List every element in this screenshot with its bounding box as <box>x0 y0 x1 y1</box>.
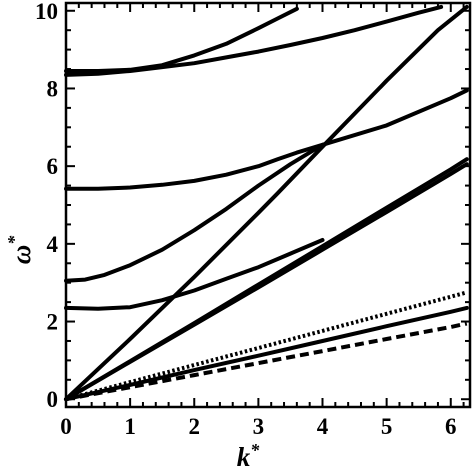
series-line-9 <box>64 88 469 191</box>
y-tick-label: 4 <box>47 232 59 257</box>
x-axis-label: k* <box>237 440 261 472</box>
x-tick-label: 3 <box>253 414 265 439</box>
plot-lines <box>64 4 469 402</box>
y-tick-label: 0 <box>47 387 59 412</box>
x-tick-label: 1 <box>124 414 136 439</box>
y-tick-label: 6 <box>47 154 59 179</box>
series-line-4 <box>64 305 469 402</box>
x-tick-label: 5 <box>381 414 393 439</box>
series-line-11 <box>64 6 299 73</box>
series-line-8 <box>64 142 325 283</box>
x-tick-label: 0 <box>60 414 72 439</box>
series-line-3 <box>64 157 469 402</box>
series-line-7 <box>64 238 325 311</box>
series-line-5 <box>65 290 468 402</box>
y-axis-label: ω* <box>4 235 36 265</box>
series-line-10 <box>64 4 444 77</box>
x-tick-label: 2 <box>189 414 201 439</box>
x-tick-label: 4 <box>317 414 329 439</box>
y-tick-label: 10 <box>35 0 58 24</box>
y-tick-label: 8 <box>47 76 59 101</box>
series-line-1 <box>64 4 469 402</box>
y-tick-label: 2 <box>47 310 59 335</box>
y-axis-label-group: ω* <box>4 235 36 265</box>
axes-frame: 0 1 2 3 4 5 6 0 2 4 6 8 10 <box>35 0 472 439</box>
x-tick-label: 6 <box>445 414 457 439</box>
series-line-6 <box>65 321 468 402</box>
